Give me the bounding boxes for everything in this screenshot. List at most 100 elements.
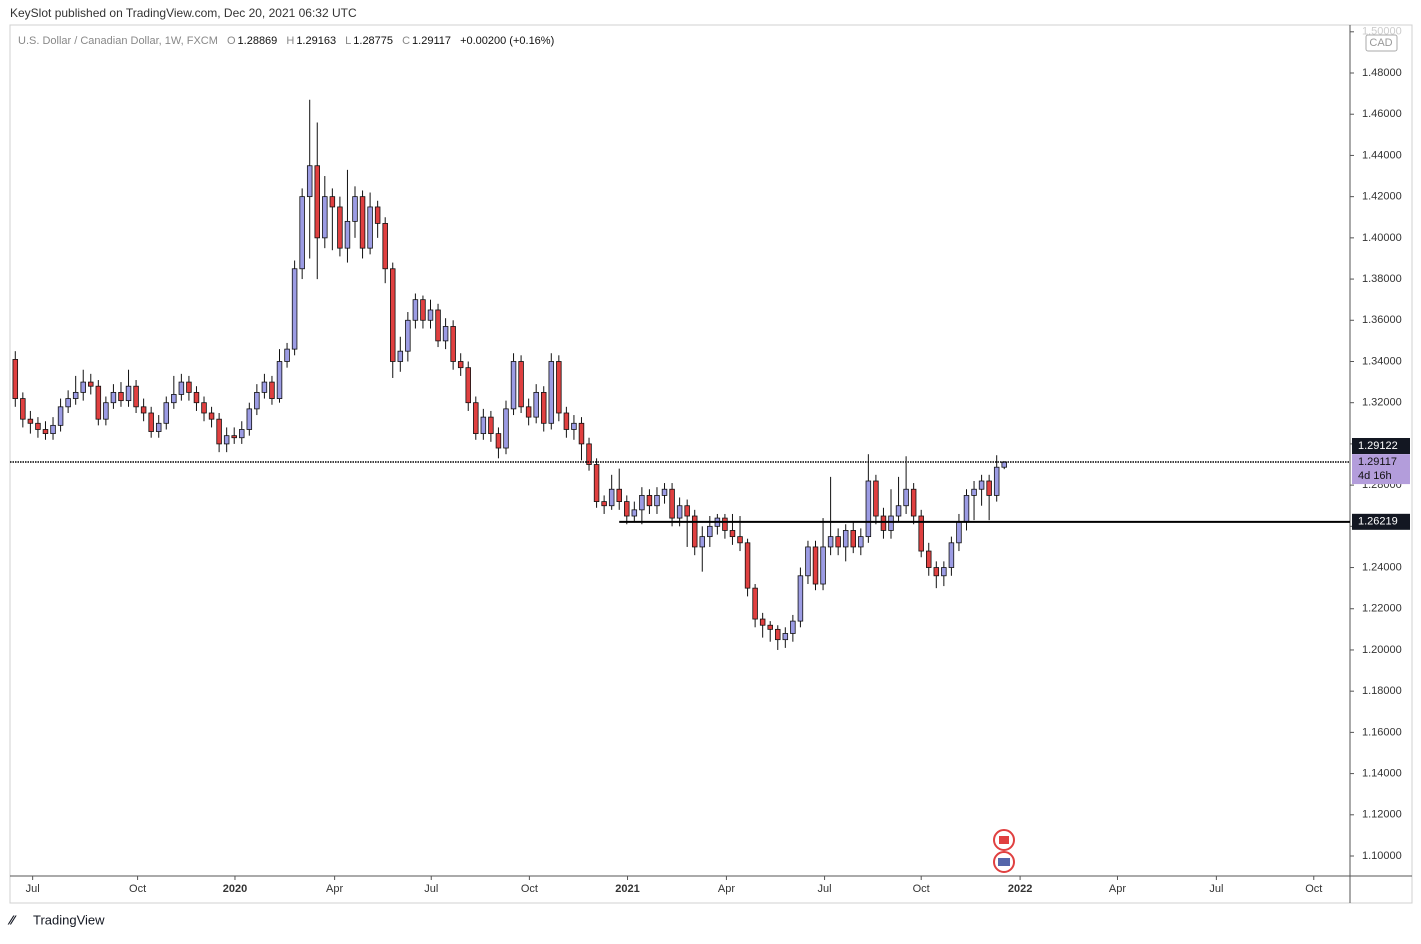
candle-body — [722, 517, 728, 531]
currency-badge — [1365, 34, 1398, 52]
candle-body — [601, 501, 607, 507]
legend-high: 1.29163 — [296, 35, 336, 47]
y-tick-label: 1.20000 — [1362, 644, 1402, 656]
candle-body — [223, 435, 230, 445]
candle-body — [186, 381, 192, 393]
candle-body — [707, 525, 713, 538]
candle-body — [533, 391, 539, 418]
level-price-box — [1352, 437, 1410, 454]
candle-body — [442, 326, 449, 342]
legend: U.S. Dollar / Canadian Dollar, 1W, FXCM … — [18, 35, 554, 47]
candle-body — [993, 466, 1000, 496]
x-tick-label: Jul — [818, 883, 832, 895]
candle-body — [616, 488, 622, 503]
candle-body — [752, 587, 758, 620]
candle-body — [420, 299, 426, 321]
candle-body — [291, 268, 298, 350]
candle-body — [865, 480, 872, 538]
candle-body — [299, 196, 305, 270]
last-price: 1.29117 — [1358, 456, 1397, 468]
candle-body — [827, 536, 834, 548]
candle-body — [125, 385, 132, 402]
legend-close: 1.29117 — [412, 35, 451, 47]
candle-body — [216, 418, 222, 445]
candle-body — [473, 402, 479, 435]
candle-body — [178, 381, 185, 395]
candle-body — [503, 408, 509, 449]
last-price-box — [1352, 454, 1410, 485]
candle-body — [50, 424, 56, 435]
logo-mark: ⁄⁄ — [7, 912, 17, 927]
candle-body — [155, 422, 162, 432]
y-tick-label: 1.42000 — [1362, 191, 1402, 203]
candle-body — [359, 196, 366, 249]
candle-body — [254, 391, 260, 410]
candle-body — [578, 422, 585, 445]
x-tick-label: 2020 — [223, 883, 247, 895]
candle-body — [427, 309, 434, 321]
candle-body — [918, 515, 924, 552]
publish-header: KeySlot published on TradingView.com, De… — [10, 6, 357, 20]
candle-body — [344, 220, 351, 249]
candle-body — [850, 530, 856, 548]
level-price: 1.29122 — [1358, 440, 1398, 452]
x-tick-label: Oct — [913, 883, 930, 895]
candle-body — [797, 575, 804, 622]
candle-body — [956, 521, 962, 544]
candle-body — [110, 391, 117, 404]
y-tick-label: 1.38000 — [1362, 273, 1402, 285]
candle-body — [593, 464, 600, 503]
candle-body — [556, 361, 562, 414]
candle-body — [12, 359, 19, 399]
legend-o: O — [227, 35, 236, 47]
candle-body — [239, 429, 245, 439]
legend-open: 1.28869 — [238, 35, 278, 47]
x-tick-label: Oct — [129, 883, 146, 895]
candle-body — [835, 536, 841, 548]
candle-body — [329, 196, 336, 208]
y-tick-label: 1.12000 — [1362, 809, 1402, 821]
y-tick-label: 1.46000 — [1362, 108, 1402, 120]
candle-body — [193, 391, 200, 404]
price-axis: 1.500001.480001.460001.440001.420001.400… — [26, 26, 1410, 895]
candle-body — [903, 488, 909, 507]
candle-body — [1001, 461, 1007, 468]
event-flags — [993, 829, 1015, 873]
candle-body — [986, 480, 992, 496]
legend-l: L — [345, 35, 351, 47]
x-tick-label: Jul — [26, 883, 40, 895]
x-tick-label: Oct — [1305, 883, 1322, 895]
candle-body — [231, 435, 237, 439]
candle-body — [80, 381, 86, 393]
legend-change: +0.00200 (+0.16%) — [460, 35, 554, 47]
x-tick-label: Apr — [1109, 883, 1126, 895]
candle-body — [201, 402, 207, 414]
candle-body — [895, 505, 902, 517]
candle-body — [525, 406, 532, 418]
countdown: 4d 16h — [1358, 470, 1392, 482]
candle-body — [805, 546, 811, 577]
candle-body — [20, 398, 26, 420]
candle-body — [737, 536, 743, 544]
candle-body — [858, 536, 864, 548]
candle-body — [337, 206, 343, 249]
candle-body — [27, 418, 34, 424]
y-tick-label: 1.14000 — [1362, 767, 1402, 779]
candle-body — [941, 567, 947, 577]
candle-body — [790, 620, 796, 634]
x-tick-label: Oct — [521, 883, 538, 895]
candle-body — [812, 546, 819, 585]
candle-body — [103, 402, 109, 420]
candle-body — [510, 361, 517, 410]
candle-body — [729, 530, 736, 538]
candle-body — [118, 391, 124, 402]
candle-body — [374, 206, 381, 224]
candle-body — [888, 515, 894, 531]
candle-body — [163, 402, 170, 424]
chart-frame — [9, 24, 1413, 904]
level-price: 1.26219 — [1358, 516, 1398, 528]
candle-body — [873, 480, 879, 517]
candle-body — [457, 361, 464, 369]
candle-body — [963, 495, 970, 523]
